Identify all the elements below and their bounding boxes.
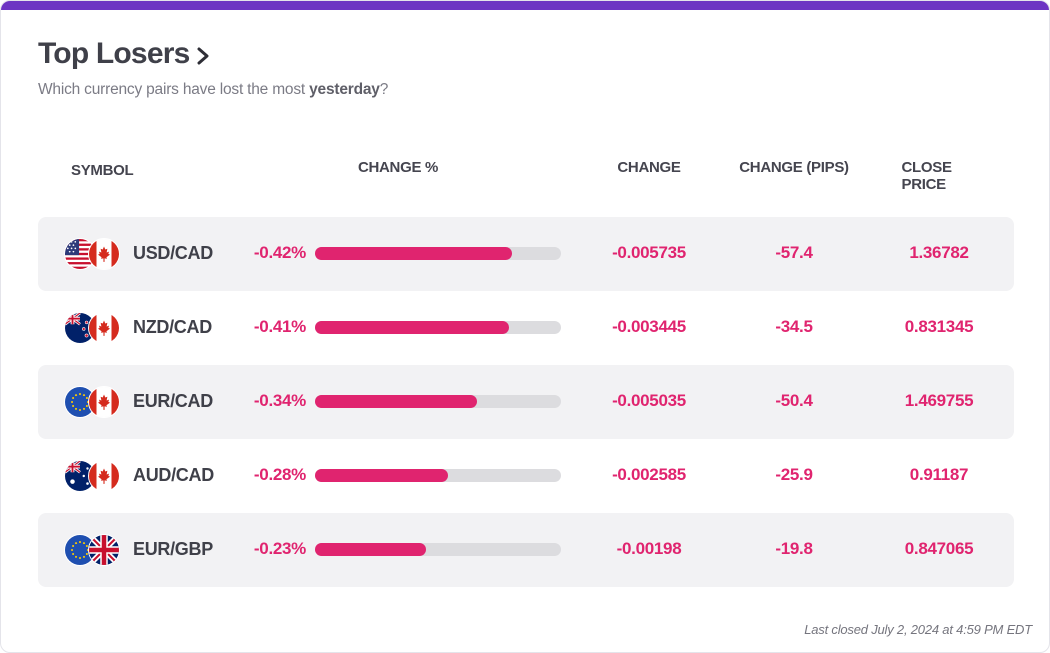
canada-flag-icon [88,386,120,418]
change-pct-cell: -0.34% [253,391,306,410]
currency-pair-flags [64,386,122,418]
subtitle: Which currency pairs have lost the most … [38,81,388,99]
close-price-cell: 0.847065 [904,539,974,558]
change-pct-cell: -0.42% [253,243,306,262]
table-row[interactable]: EUR/GBP -0.23% -0.00198 -19.8 0.847065 [38,513,1014,587]
change-cell: -0.005735 [612,243,686,262]
change-pips-cell: -34.5 [775,317,813,336]
symbol-cell[interactable]: USD/CAD [133,243,213,263]
currency-pair-flags [64,312,122,344]
uk-flag-icon [88,534,120,566]
symbol-cell[interactable]: EUR/GBP [133,539,213,559]
column-header-symbol: SYMBOL [71,162,134,179]
currency-pair-flags [64,534,122,566]
column-header-change: CHANGE [617,159,681,176]
last-closed-timestamp: Last closed July 2, 2024 at 4:59 PM EDT [804,622,1032,637]
table-body: USD/CAD -0.42% -0.005735 -57.4 1.36782 NZD/CA… [38,217,1014,587]
currency-pair-flags [64,460,122,492]
close-price-cell: 1.36782 [909,243,969,262]
change-pct-bar-fill [315,543,426,556]
close-price-cell: 0.91187 [909,465,969,484]
change-pips-cell: -25.9 [775,465,813,484]
page-title: Top Losers [38,37,190,70]
table-row[interactable]: AUD/CAD -0.28% -0.002585 -25.9 0.91187 [38,439,1014,513]
close-price-cell: 0.831345 [904,317,974,336]
change-pct-bar-track [315,321,561,334]
change-pct-bar-fill [315,469,448,482]
canada-flag-icon [88,312,120,344]
column-header-close-price: CLOSE PRICE [901,159,952,193]
symbol-cell[interactable]: AUD/CAD [133,465,214,485]
change-pct-bar-track [315,543,561,556]
column-header-change-pips: CHANGE (PIPS) [739,159,849,176]
change-pct-cell: -0.28% [253,465,306,484]
table-row[interactable]: USD/CAD -0.42% -0.005735 -57.4 1.36782 [38,217,1014,291]
change-cell: -0.00198 [616,539,682,558]
change-cell: -0.003445 [612,317,686,336]
chevron-right-icon [195,46,211,66]
change-pips-cell: -50.4 [775,391,813,410]
table-row[interactable]: EUR/CAD -0.34% -0.005035 -50.4 1.469755 [38,365,1014,439]
change-pct-cell: -0.41% [253,317,306,336]
close-price-cell: 1.469755 [904,391,974,410]
canada-flag-icon [88,238,120,270]
change-pct-bar-track [315,247,561,260]
table-header: SYMBOL CHANGE % CHANGE CHANGE (PIPS) CLO… [38,159,1014,193]
title-link[interactable]: Top Losers [38,37,211,71]
subtitle-emphasis: yesterday [309,81,380,98]
subtitle-text: Which currency pairs have lost the most [38,81,310,98]
change-pct-bar-fill [315,395,478,408]
change-cell: -0.005035 [612,391,686,410]
change-pct-bar-fill [315,321,510,334]
table-row[interactable]: NZD/CAD -0.41% -0.003445 -34.5 0.831345 [38,291,1014,365]
change-pct-bar-track [315,469,561,482]
change-pips-cell: -19.8 [775,539,813,558]
currency-pair-flags [64,238,122,270]
change-pct-bar-fill [315,247,512,260]
change-pips-cell: -57.4 [775,243,813,262]
change-pct-bar-track [315,395,561,408]
accent-top-bar [1,1,1049,10]
subtitle-suffix: ? [379,81,389,98]
canada-flag-icon [88,460,120,492]
symbol-cell[interactable]: EUR/CAD [133,391,213,411]
change-pct-cell: -0.23% [253,539,306,558]
symbol-cell[interactable]: NZD/CAD [133,317,212,337]
change-cell: -0.002585 [612,465,686,484]
